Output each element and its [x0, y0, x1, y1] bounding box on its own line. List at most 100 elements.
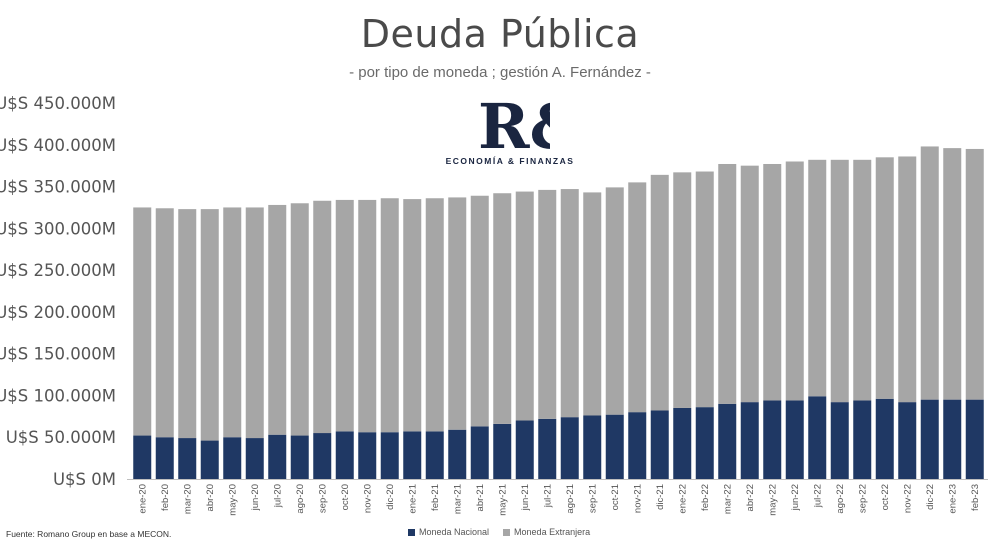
bar-moneda-nacional: [965, 399, 984, 479]
bar-moneda-nacional: [425, 431, 444, 479]
x-tick-label: abr-21: [475, 484, 486, 511]
y-tick-label: U$S 50.000M: [6, 428, 116, 447]
y-tick-label: U$S 450.000M: [0, 94, 116, 113]
x-tick-label: feb-21: [430, 484, 441, 511]
bar-moneda-nacional: [178, 438, 197, 479]
legend-swatch-nacional: [408, 528, 415, 536]
bar-moneda-nacional: [515, 420, 534, 479]
y-tick-label: U$S 350.000M: [0, 178, 116, 197]
x-tick-label: mar-20: [182, 484, 193, 514]
bar-moneda-extranjera: [718, 163, 737, 404]
bar-moneda-nacional: [358, 432, 377, 479]
logo-mark-text: R&: [478, 92, 550, 154]
bar-moneda-extranjera: [605, 187, 624, 415]
x-tick-label: ene-22: [677, 484, 688, 514]
bar-moneda-nacional: [740, 402, 759, 479]
bar-moneda-nacional: [875, 398, 894, 479]
x-tick-label: feb-23: [970, 484, 981, 511]
bar-moneda-nacional: [718, 403, 737, 479]
legend-label-nacional: Moneda Nacional: [419, 527, 490, 537]
x-axis: ene-20 feb-20 mar-20 abr-20 may-20 jun-20 jul-…: [127, 479, 988, 516]
x-tick-label: mar-22: [722, 484, 733, 514]
x-tick-label: may-21: [497, 484, 508, 516]
logo-text: ECONOMÍA & FINANZAS: [445, 156, 575, 166]
x-tick-label: dic-21: [655, 484, 666, 510]
chart-title: Deuda Pública: [360, 12, 640, 56]
x-tick-label: oct-20: [340, 484, 351, 510]
bar-moneda-extranjera: [268, 204, 287, 435]
x-tick-label: nov-20: [362, 484, 373, 513]
bar-moneda-extranjera: [920, 146, 939, 400]
bar-moneda-nacional: [943, 399, 962, 479]
y-tick-label: U$S 100.000M: [0, 386, 116, 405]
legend-item-nacional: Moneda Nacional: [408, 527, 489, 537]
bar-moneda-nacional: [763, 400, 782, 479]
x-tick-label: dic-20: [385, 484, 396, 510]
chart-subtitle: - por tipo de moneda ; gestión A. Fernán…: [349, 64, 651, 81]
bar-moneda-extranjera: [830, 159, 849, 403]
x-tick-label: ago-21: [565, 484, 576, 514]
bar-moneda-extranjera: [898, 156, 917, 403]
bar-moneda-nacional: [628, 412, 647, 479]
bar-moneda-nacional: [290, 435, 309, 479]
bar-moneda-extranjera: [245, 207, 264, 439]
x-tick-label: dic-22: [925, 484, 936, 510]
bar-moneda-nacional: [380, 432, 399, 479]
source-note: Fuente: Romano Group en base a MECON.: [6, 529, 172, 539]
bar-moneda-extranjera: [583, 192, 602, 416]
bar-moneda-nacional: [403, 431, 422, 479]
x-tick-label: sep-20: [317, 484, 328, 513]
bar-moneda-nacional: [335, 431, 354, 479]
bar-moneda-nacional: [898, 402, 917, 479]
bar-moneda-nacional: [538, 418, 557, 479]
bar-moneda-nacional: [650, 410, 669, 479]
x-tick-label: sep-21: [587, 484, 598, 513]
bar-moneda-nacional: [673, 407, 692, 479]
bar-moneda-extranjera: [358, 199, 377, 433]
bar-moneda-extranjera: [763, 163, 782, 401]
x-tick-label: ago-22: [835, 484, 846, 514]
bar-moneda-nacional: [155, 437, 174, 479]
x-tick-label: feb-22: [700, 484, 711, 511]
bar-moneda-extranjera: [628, 182, 647, 413]
x-tick-label: abr-20: [205, 484, 216, 511]
bar-moneda-extranjera: [853, 159, 872, 401]
bars: [133, 146, 984, 479]
bar-moneda-extranjera: [650, 174, 669, 411]
bar-moneda-nacional: [470, 426, 489, 479]
bar-moneda-extranjera: [695, 171, 714, 408]
x-tick-label: sep-22: [857, 484, 868, 513]
bar-moneda-nacional: [785, 400, 804, 479]
y-tick-label: U$S 200.000M: [0, 303, 116, 322]
bar-moneda-extranjera: [493, 193, 512, 424]
bar-moneda-extranjera: [425, 198, 444, 432]
bar-moneda-nacional: [245, 438, 264, 479]
bar-moneda-extranjera: [470, 195, 489, 427]
x-tick-label: ene-21: [407, 484, 418, 514]
x-tick-label: feb-20: [160, 484, 171, 511]
bar-moneda-nacional: [695, 407, 714, 479]
y-tick-label: U$S 300.000M: [0, 219, 116, 238]
x-tick-label: ago-20: [295, 484, 306, 514]
x-tick-label: oct-21: [610, 484, 621, 510]
bar-moneda-extranjera: [313, 200, 332, 434]
bar-moneda-extranjera: [200, 209, 219, 441]
bar-moneda-extranjera: [538, 189, 557, 419]
bar-moneda-nacional: [830, 402, 849, 479]
bar-moneda-extranjera: [560, 189, 579, 418]
bar-moneda-nacional: [920, 399, 939, 479]
bar-moneda-extranjera: [380, 198, 399, 433]
bar-moneda-extranjera: [785, 161, 804, 401]
legend-item-extranjera: Moneda Extranjera: [503, 527, 590, 537]
bar-moneda-nacional: [808, 396, 827, 479]
logo-mark: R&: [478, 92, 550, 154]
bar-moneda-nacional: [268, 434, 287, 479]
bar-moneda-extranjera: [133, 207, 152, 436]
bar-moneda-nacional: [493, 423, 512, 479]
bar-moneda-extranjera: [965, 148, 984, 400]
bar-moneda-extranjera: [943, 148, 962, 400]
bar-moneda-nacional: [853, 400, 872, 479]
bar-moneda-extranjera: [740, 165, 759, 403]
y-axis: U$S 0M U$S 50.000M U$S 100.000M U$S 150.000…: [0, 94, 116, 489]
y-tick-label: U$S 250.000M: [0, 261, 116, 280]
